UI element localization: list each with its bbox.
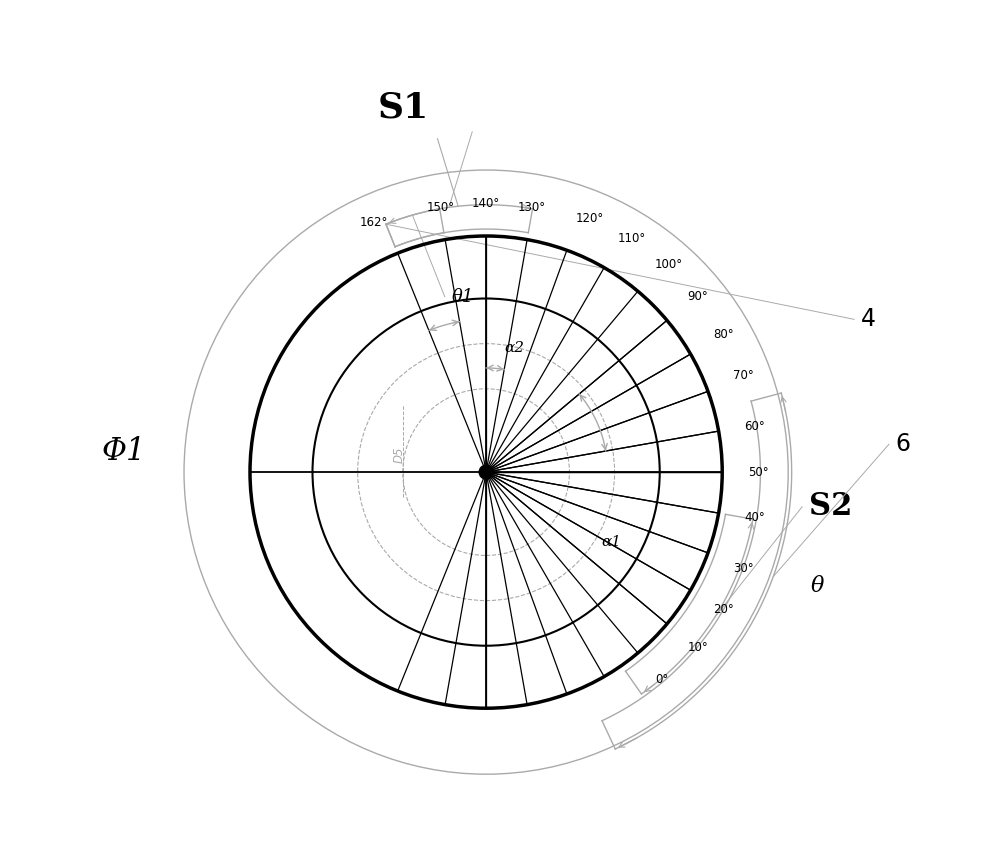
Text: S2: S2 (809, 491, 852, 523)
Text: 90°: 90° (687, 291, 708, 303)
Text: 70°: 70° (733, 369, 754, 382)
Text: α1: α1 (601, 534, 621, 549)
Text: 100°: 100° (655, 258, 683, 271)
Text: Φ1: Φ1 (101, 435, 146, 467)
Text: 60°: 60° (745, 420, 765, 433)
Text: 10°: 10° (687, 641, 708, 654)
Text: 150°: 150° (426, 201, 455, 213)
Text: 40°: 40° (745, 512, 765, 524)
Text: 80°: 80° (713, 328, 734, 340)
Text: θ1: θ1 (452, 288, 474, 306)
Text: 110°: 110° (617, 232, 646, 245)
Circle shape (479, 465, 493, 479)
Text: 120°: 120° (576, 213, 604, 225)
Text: 0°: 0° (655, 673, 668, 686)
Text: 4: 4 (861, 307, 876, 331)
Text: S1: S1 (377, 91, 428, 125)
Text: 140°: 140° (472, 197, 500, 209)
Text: θ: θ (810, 575, 824, 597)
Text: 162°: 162° (359, 216, 388, 229)
Text: 50°: 50° (749, 466, 769, 479)
Text: 30°: 30° (733, 562, 753, 575)
Text: 130°: 130° (518, 201, 546, 213)
Text: 20°: 20° (713, 603, 734, 617)
Text: α2: α2 (504, 340, 524, 355)
Text: D5: D5 (393, 446, 406, 463)
Text: 6: 6 (896, 432, 911, 457)
